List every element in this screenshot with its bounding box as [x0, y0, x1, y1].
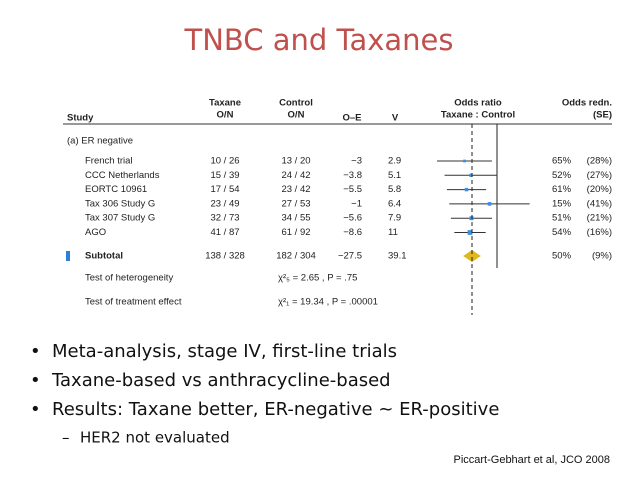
o-minus-e: −8.6 — [343, 227, 362, 238]
o-minus-e: −5.5 — [343, 184, 362, 195]
bullet-dot: • — [30, 370, 41, 391]
odds-redn: 50% — [552, 251, 572, 262]
header-taxane: Taxane — [209, 98, 241, 109]
odds-redn: 61% — [552, 184, 572, 195]
variance: 5.1 — [388, 170, 401, 181]
slide-title: TNBC and Taxanes — [184, 23, 454, 57]
bullet-dot: • — [30, 399, 41, 420]
subtotal-marker — [66, 251, 70, 261]
variance: 2.9 — [388, 156, 401, 167]
odds-redn: 15% — [552, 198, 572, 209]
header-control: Control — [279, 98, 313, 109]
control-on: 13 / 20 — [281, 156, 310, 167]
forest-plot: Study Taxane O/N Control O/N O–E V Odds … — [63, 98, 612, 315]
o-minus-e: −3.8 — [343, 170, 362, 181]
header-odds-redn: (SE) — [593, 110, 612, 121]
taxane-on: 15 / 39 — [210, 170, 239, 181]
header-odds-ratio: Odds ratio — [454, 98, 502, 109]
o-minus-e: −1 — [351, 198, 362, 209]
treatment-label: Test of treatment effect — [85, 297, 182, 308]
odds-redn-se: (9%) — [592, 251, 612, 262]
variance: 5.8 — [388, 184, 401, 195]
study-name: AGO — [85, 227, 106, 238]
control-on: 61 / 92 — [281, 227, 310, 238]
bullet: Meta-analysis, stage IV, first-line tria… — [52, 341, 397, 362]
study-name: CCC Netherlands — [85, 170, 160, 181]
odds-redn-se: (16%) — [587, 227, 612, 238]
taxane-on: 10 / 26 — [210, 156, 239, 167]
header-study: Study — [67, 113, 94, 124]
taxane-on: 138 / 328 — [205, 251, 245, 262]
heterogeneity-stat: χ²₅ = 2.65 , P = .75 — [278, 273, 357, 284]
citation: Piccart-Gebhart et al, JCO 2008 — [453, 454, 610, 466]
subtotal-diamond — [463, 250, 481, 262]
bullet: Taxane-based vs anthracycline-based — [51, 370, 391, 391]
taxane-on: 17 / 54 — [210, 184, 239, 195]
study-name: Tax 307 Study G — [85, 213, 155, 224]
estimate-square — [487, 202, 492, 206]
header-v: V — [392, 113, 399, 124]
taxane-on: 41 / 87 — [210, 227, 239, 238]
header-oe: O–E — [342, 113, 361, 124]
study-name: Tax 306 Study G — [85, 198, 155, 209]
bullet: Results: Taxane better, ER-negative ~ ER… — [52, 399, 499, 420]
variance: 6.4 — [388, 198, 401, 209]
variance: 39.1 — [388, 251, 407, 262]
estimate-square — [464, 187, 469, 192]
odds-redn-se: (21%) — [587, 213, 612, 224]
variance: 7.9 — [388, 213, 401, 224]
bullet-list: • Meta-analysis, stage IV, first-line tr… — [30, 341, 499, 447]
header-taxane: O/N — [217, 110, 234, 121]
odds-redn-se: (27%) — [587, 170, 612, 181]
control-on: 34 / 55 — [281, 213, 310, 224]
taxane-on: 32 / 73 — [210, 213, 239, 224]
section-label: (a) ER negative — [67, 136, 133, 147]
bullet-dot: • — [30, 341, 41, 362]
treatment-stat: χ²₁ = 19.34 , P = .00001 — [278, 297, 378, 308]
estimate-square — [469, 173, 473, 177]
heterogeneity-label: Test of heterogeneity — [85, 273, 173, 284]
odds-redn-se: (41%) — [587, 198, 612, 209]
header-odds-redn: Odds redn. — [562, 98, 612, 109]
odds-redn: 52% — [552, 170, 572, 181]
o-minus-e: −27.5 — [338, 251, 362, 262]
odds-redn: 65% — [552, 156, 572, 167]
estimate-square — [463, 159, 466, 163]
header-odds-ratio: Taxane : Control — [441, 110, 515, 121]
sub-bullet: HER2 not evaluated — [80, 429, 230, 447]
study-name: EORTC 10961 — [85, 184, 147, 195]
variance: 11 — [388, 227, 398, 238]
odds-redn: 54% — [552, 227, 572, 238]
control-on: 24 / 42 — [281, 170, 310, 181]
study-name: French trial — [85, 156, 133, 167]
estimate-square — [467, 230, 473, 235]
odds-redn-se: (20%) — [587, 184, 612, 195]
control-on: 23 / 42 — [281, 184, 310, 195]
o-minus-e: −3 — [351, 156, 362, 167]
odds-redn-se: (28%) — [587, 156, 612, 167]
control-on: 182 / 304 — [276, 251, 316, 262]
o-minus-e: −5.6 — [343, 213, 362, 224]
taxane-on: 23 / 49 — [210, 198, 239, 209]
study-name: Subtotal — [85, 251, 123, 262]
sub-bullet-dash: – — [62, 429, 70, 447]
header-control: O/N — [288, 110, 305, 121]
odds-redn: 51% — [552, 213, 572, 224]
control-on: 27 / 53 — [281, 198, 310, 209]
